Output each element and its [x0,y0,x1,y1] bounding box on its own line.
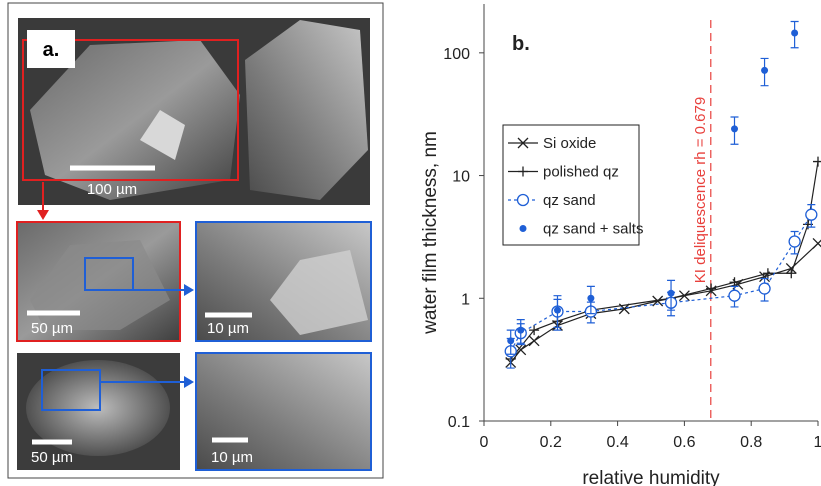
y-tick-label: 10 [452,169,470,186]
reference-label: KI deliquescence rh = 0.679 [692,97,709,283]
panel-label: b. [512,33,530,55]
marker [762,268,773,279]
marker [507,337,515,345]
particle-detail [270,250,368,335]
marker [667,289,675,297]
x-tick-label: 0.2 [540,434,562,451]
legend-marker [518,166,528,177]
legend-label: polished qz [543,164,619,181]
marker [529,325,540,336]
legend-marker [516,193,530,207]
marker [812,237,821,249]
scale-label: 10 µm [211,449,253,466]
x-tick-label: 0.6 [673,434,695,451]
marker [517,326,525,334]
legend-label: qz sand + salts [543,221,643,238]
marker [805,208,818,221]
particle [30,240,170,330]
particle [30,40,240,200]
particle [245,20,368,200]
y-axis-label: water film thickness, nm [420,131,441,335]
marker [706,283,717,294]
legend-marker [517,137,529,149]
particle-detail [140,110,185,160]
marker [553,306,561,314]
marker [813,156,821,167]
scale-label: 50 µm [31,320,73,337]
marker [728,289,741,302]
legend-marker [519,225,527,232]
marker [758,282,771,295]
x-tick-label: 0.8 [740,434,762,451]
zoom-box [84,257,134,291]
zoom-box [41,369,101,411]
marker [678,290,690,302]
arrow-head [37,210,49,220]
marker [791,29,799,37]
scale-label: 100 µm [87,181,137,198]
scale-label: 10 µm [207,320,249,337]
marker [587,294,595,302]
legend: Si oxide polished qz qz sand qz sand + salt… [502,124,643,246]
marker [528,335,540,347]
marker [788,235,801,248]
legend-label: qz sand [543,192,596,209]
marker [652,295,664,307]
y-tick-label: 100 [443,46,470,63]
marker [786,268,797,279]
panel-a: a. 100 µm 50 µm 10 µm 50 µm 10 µm [7,2,384,479]
particle [26,360,170,456]
x-tick-label: 1 [814,434,821,451]
panel-b: 0 0.2 0.4 0.6 0.8 1 0.1 1 10 100 relative humidity… [420,4,821,486]
arrow-head [184,376,194,388]
y-tick-label: 1 [461,291,470,308]
marker [515,344,527,356]
legend-label: Si oxide [543,135,596,152]
panel-label: a. [43,39,60,61]
x-tick-label: 0 [480,434,489,451]
marker [731,125,738,133]
marker [729,277,740,288]
x-tick-label: 0.4 [606,434,628,451]
zoom-box [22,39,239,181]
marker [761,66,769,74]
label-bg [27,30,75,68]
y-tick-label: 0.1 [448,414,470,431]
scale-label: 50 µm [31,449,73,466]
x-axis-label: relative humidity [582,468,720,486]
sem-image [195,352,372,471]
arrow-head [184,284,194,296]
